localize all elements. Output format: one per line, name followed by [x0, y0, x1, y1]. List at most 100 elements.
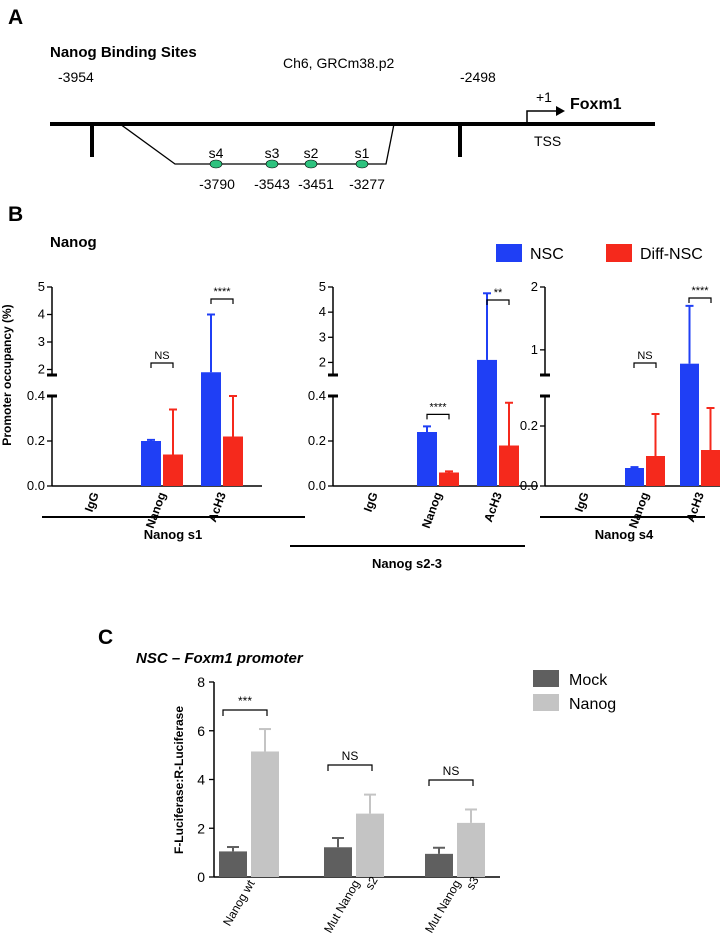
x-tick-label: AcH3	[683, 490, 707, 524]
site-name: s4	[209, 145, 224, 161]
binding-site-dot	[304, 159, 318, 169]
y-tick-label: 2	[197, 820, 205, 836]
y-tick-label: 5	[38, 279, 45, 294]
bar-diff-nsc-nanog	[439, 472, 459, 486]
significance-bracket	[633, 362, 657, 368]
panel-b-letter: B	[8, 203, 23, 226]
y-tick-label: 0.4	[308, 388, 326, 403]
x-tick-label: Nanog	[143, 490, 169, 530]
significance-bracket	[150, 362, 174, 368]
significance-label: NS	[154, 350, 169, 362]
significance-bracket	[486, 299, 510, 305]
x-tick-label: Mut Nanogs2	[321, 867, 381, 943]
site-name: s1	[355, 145, 370, 161]
y-tick-label: 5	[319, 279, 326, 294]
panel-c-legend: Mock Nanog	[533, 670, 616, 713]
panel-a-letter: A	[8, 6, 23, 29]
bar-nsc-ach3	[477, 359, 497, 486]
legend-swatch	[606, 244, 632, 262]
significance-label: NS	[443, 764, 460, 778]
site-name: s3	[265, 145, 280, 161]
significance-label: **	[494, 287, 503, 299]
zoom-region-outline	[119, 123, 395, 165]
panel-c-title: NSC – Foxm1 promoter	[136, 650, 304, 667]
significance-bracket	[428, 779, 474, 786]
legend-item-diff-nsc: Diff-NSC	[606, 244, 703, 263]
y-tick-label: 3	[319, 329, 326, 344]
panel-a-title: Nanog Binding Sites	[50, 44, 197, 61]
panel-b-y-axis-label: Promoter occupancy (%)	[0, 304, 14, 445]
y-tick-label: 4	[319, 304, 326, 319]
legend-swatch	[496, 244, 522, 262]
y-tick-label: 0.0	[308, 478, 326, 493]
group-label: Nanog s1	[144, 527, 203, 542]
bar-nanog-nanog-wt	[251, 751, 279, 877]
tss-plus-one: +1	[536, 89, 552, 105]
significance-bracket	[327, 764, 373, 771]
y-tick-label: 2	[38, 362, 45, 377]
panel-b: B Nanog Promoter occupancy (%) NSC Diff-…	[0, 203, 720, 571]
x-tick-label: Nanog	[419, 490, 445, 530]
panel-c-y-axis-label: F-Luciferase:R-Luciferase	[172, 706, 186, 854]
chart-nanog-s1: 2 3 4 5 0.0 0.2 0.4 IgG Nanog AcH3 NS **** Nanog s1	[27, 279, 305, 542]
y-tick-label: 0.2	[27, 433, 45, 448]
bar-diff-nsc-nanog	[163, 454, 183, 486]
legend-swatch	[533, 670, 559, 687]
y-tick-label: 3	[38, 334, 45, 349]
right-coordinate: -2498	[460, 69, 496, 85]
tss-label: TSS	[534, 133, 561, 149]
bar-mock-mut-nanog-s2	[324, 847, 352, 877]
y-tick-label: 1	[531, 342, 538, 357]
legend-label: Nanog	[569, 696, 616, 713]
bar-nanog-mut-nanog-s3	[457, 822, 485, 877]
left-coordinate: -3954	[58, 69, 94, 85]
significance-bracket	[426, 413, 450, 420]
site-position: -3451	[298, 176, 334, 192]
y-tick-label: 0.0	[520, 478, 538, 493]
significance-bracket	[210, 298, 234, 304]
bar-nsc-nanog	[417, 432, 437, 486]
chart-luciferase: 0 2 4 6 8 Nanog wt Mut Nanogs2 Mut Nanogs3 *** NS…	[197, 674, 500, 943]
bar-nsc-ach3	[680, 363, 699, 486]
y-tick-label: 2	[319, 354, 326, 369]
y-tick-label: 2	[531, 279, 538, 294]
site-s1: s1 -3277	[349, 145, 385, 192]
site-s2: s2 -3451	[298, 145, 334, 192]
legend-swatch	[533, 694, 559, 711]
y-tick-label: 0	[197, 869, 205, 885]
legend-item-nsc: NSC	[496, 244, 564, 263]
site-position: -3543	[254, 176, 290, 192]
bar-mock-mut-nanog-s3	[425, 853, 453, 877]
significance-label: ****	[429, 401, 447, 413]
binding-site-dot	[265, 159, 279, 169]
chart-nanog-s4: 1 2 0.0 0.2 IgG Nanog AcH3 NS **** Nanog s4	[520, 279, 720, 542]
significance-label: ****	[691, 285, 709, 297]
bar-diff-nsc-ach3	[223, 436, 243, 486]
y-tick-label: 4	[197, 772, 205, 788]
y-tick-label: 0.4	[27, 388, 45, 403]
significance-bracket	[688, 297, 712, 303]
legend-label: Mock	[569, 672, 608, 689]
significance-label: NS	[637, 350, 652, 362]
x-tick-label: AcH3	[481, 490, 505, 524]
panel-b-subtitle: Nanog	[50, 234, 97, 251]
bar-nanog-mut-nanog-s2	[356, 813, 384, 877]
x-tick-label: Nanog wt	[220, 877, 258, 928]
bar-diff-nsc-ach3	[499, 445, 519, 486]
site-s4: s4 -3790	[199, 145, 235, 192]
y-tick-label: 8	[197, 674, 205, 690]
panel-c: C NSC – Foxm1 promoter F-Luciferase:R-Lu…	[98, 626, 616, 943]
gene-label: Foxm1	[570, 96, 622, 113]
y-tick-label: 6	[197, 723, 205, 739]
significance-bracket	[222, 709, 268, 716]
y-tick-label: 4	[38, 307, 45, 322]
legend-label: Diff-NSC	[640, 246, 703, 263]
group-label: Nanog s4	[595, 527, 654, 542]
x-tick-label: IgG	[361, 490, 381, 514]
bar-mock-nanog-wt	[219, 851, 247, 877]
binding-site-dot	[355, 159, 369, 169]
site-position: -3790	[199, 176, 235, 192]
group-label: Nanog s2-3	[372, 556, 442, 571]
